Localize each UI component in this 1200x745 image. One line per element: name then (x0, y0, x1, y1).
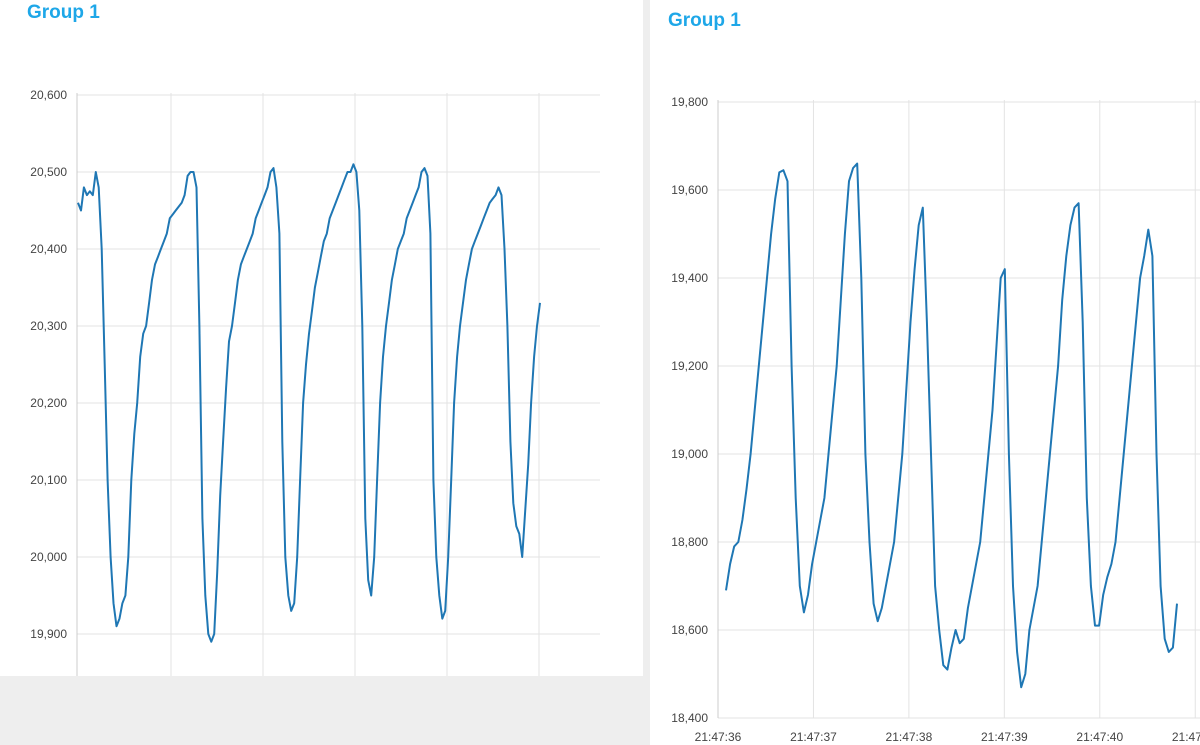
y-tick-label: 20,400 (30, 242, 67, 256)
chart-panel-left: Group 1 19,900 20,000 20,100 20,200 20,300 20… (0, 0, 643, 676)
y-tick-label: 20,000 (30, 550, 67, 564)
x-tick-label: 21:47:41 (1172, 730, 1200, 744)
group-title-right: Group 1 (668, 10, 741, 31)
x-tick-label: 21:47:36 (695, 730, 742, 744)
x-tick-label: 21:47:40 (1076, 730, 1123, 744)
y-tick-label: 18,600 (671, 623, 708, 637)
y-tick-label: 19,600 (671, 183, 708, 197)
y-tick-label: 19,900 (30, 627, 67, 641)
x-tick-label: 21:47:37 (790, 730, 837, 744)
y-tick-label: 20,600 (30, 88, 67, 102)
y-tick-label: 20,200 (30, 396, 67, 410)
series-line (725, 162, 1178, 689)
series-line (77, 163, 541, 643)
y-tick-label: 18,800 (671, 535, 708, 549)
y-tick-label: 20,500 (30, 165, 67, 179)
y-tick-label: 19,200 (671, 359, 708, 373)
x-tick-label: 21:47:39 (981, 730, 1028, 744)
y-tick-label: 19,800 (671, 95, 708, 109)
y-tick-label: 20,300 (30, 319, 67, 333)
y-tick-label: 19,400 (671, 271, 708, 285)
y-tick-label: 18,400 (671, 711, 708, 725)
y-tick-label: 19,000 (671, 447, 708, 461)
group-title-left: Group 1 (27, 2, 100, 23)
chart-panel-right: Group 1 18,400 18,600 18,800 19,000 19,200 19… (650, 0, 1200, 745)
x-tick-label: 21:47:38 (886, 730, 933, 744)
line-chart-left: 19,900 20,000 20,100 20,200 20,300 20,400 20,5… (30, 88, 600, 676)
line-chart-right: 18,400 18,600 18,800 19,000 19,200 19,400 19,6… (671, 95, 1200, 744)
y-tick-label: 20,100 (30, 473, 67, 487)
